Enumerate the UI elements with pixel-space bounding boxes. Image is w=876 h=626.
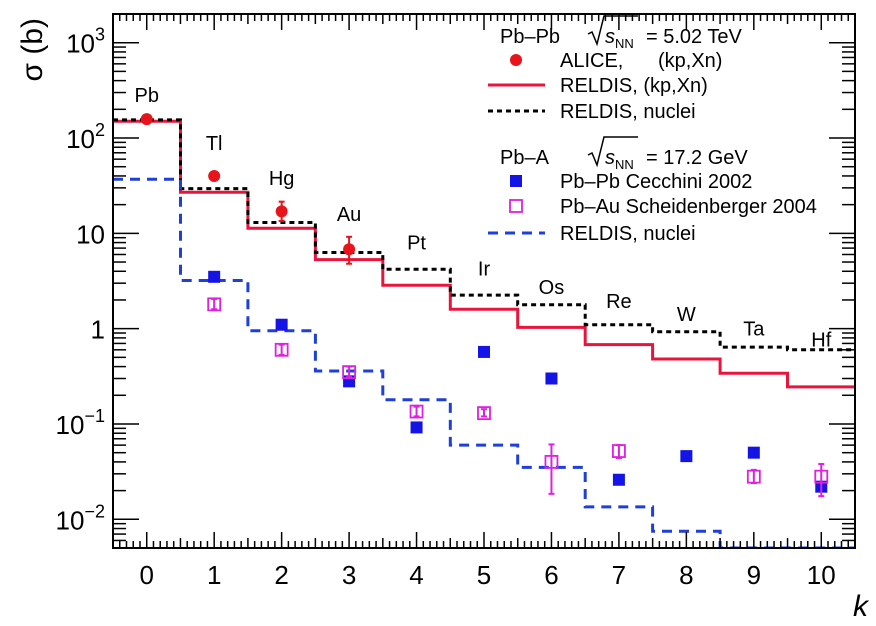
y-tick-label: 1 xyxy=(91,315,105,345)
legend-header-pbpb-energy: = 5.02 TeV xyxy=(646,26,742,48)
legend-header-pbpb-sqrt-s: sNN xyxy=(605,26,634,51)
legend-marker-cecchini xyxy=(510,175,522,187)
data-point-scheidenberger-5 xyxy=(544,455,559,469)
legend-header-pbpb-sqrt-icon xyxy=(587,15,638,47)
legend-header-pba-sqrt-s: sNN xyxy=(605,147,634,172)
element-label-Hg: Hg xyxy=(269,168,295,190)
y-tick-label-exponent: −2 xyxy=(84,501,105,521)
element-labels: Pb Tl Hg Au Pt Ir Os Re W Ta Hf xyxy=(134,85,831,352)
x-tick-label: 1 xyxy=(207,560,221,590)
legend-marker-scheidenberger xyxy=(509,199,523,213)
legend-header-pba-sqrt-icon xyxy=(587,136,638,168)
series-line-reldis_nuclei_pba xyxy=(113,177,855,548)
legend-marker-alice xyxy=(510,54,522,66)
y-tick-label-base: 10 xyxy=(56,410,85,440)
x-axis-label: k xyxy=(853,590,870,623)
legend-label-cecchini: Pb–Pb Cecchini 2002 xyxy=(560,171,752,193)
x-tick-label: 3 xyxy=(342,560,356,590)
x-tick-label: 0 xyxy=(139,560,153,590)
data-point-cecchini-4 xyxy=(478,345,490,358)
x-tick-label: 6 xyxy=(544,560,558,590)
legend-header-pba-energy: = 17.2 GeV xyxy=(646,147,748,169)
plot-area xyxy=(113,113,855,548)
data-point-cecchini-5 xyxy=(545,372,558,385)
y-tick-label-base: 1 xyxy=(91,315,105,345)
legend-header-pba-s: s xyxy=(605,147,615,169)
x-tick-label: 4 xyxy=(409,560,423,590)
x-tick-label: 8 xyxy=(679,560,693,590)
legend-label-scheidenberger: Pb–Au Scheidenberger 2004 xyxy=(560,196,817,218)
x-tick-label: 10 xyxy=(807,560,836,590)
legend-header-pba-system: Pb–A xyxy=(500,147,550,169)
y-tick-label-base: 10 xyxy=(56,505,85,535)
legend-label-reldis_nuclei_pbpb: RELDIS, nuclei xyxy=(560,101,696,123)
legend-header-pbpb-system: Pb–Pb xyxy=(500,26,560,48)
y-tick-label: 102 xyxy=(66,120,105,154)
y-axis-label: σ (b) xyxy=(16,18,49,82)
legend-label-alice: ALICE, xyxy=(560,50,623,72)
data-point-scheidenberger-6 xyxy=(612,444,626,458)
x-tick-label: 9 xyxy=(747,560,761,590)
y-tick-label-exponent: 3 xyxy=(95,25,105,45)
y-tick-label-exponent: 2 xyxy=(95,120,105,140)
legend-label-extra-alice: (kp,Xn) xyxy=(658,50,722,72)
data-point-alice-0 xyxy=(140,113,153,126)
plot-inner xyxy=(113,113,855,548)
data-point-cecchini-1 xyxy=(275,318,288,331)
legend-label-reldis_kp: RELDIS, (kp,Xn) xyxy=(560,75,708,97)
data-point-alice-1 xyxy=(208,169,221,182)
data-point-cecchini-8 xyxy=(747,446,760,459)
element-label-W: W xyxy=(677,304,696,326)
element-label-Pb: Pb xyxy=(134,85,158,107)
element-label-Hf: Hf xyxy=(811,329,831,351)
data-point-cecchini-6 xyxy=(612,473,625,486)
y-tick-label-exponent: −1 xyxy=(84,406,105,426)
y-tick-label-base: 10 xyxy=(66,29,95,59)
data-point-cecchini-7 xyxy=(680,450,693,463)
y-tick-label-base: 10 xyxy=(66,124,95,154)
data-point-scheidenberger-3 xyxy=(409,404,424,419)
element-label-Tl: Tl xyxy=(206,133,223,155)
data-point-alice-3 xyxy=(343,243,356,256)
element-label-Au: Au xyxy=(337,204,361,226)
data-point-scheidenberger-0 xyxy=(207,297,222,312)
element-label-Os: Os xyxy=(539,277,565,299)
data-point-scheidenberger-8 xyxy=(814,469,829,484)
data-point-scheidenberger-1 xyxy=(274,342,289,357)
legend-header-pbpb-s: s xyxy=(605,26,615,48)
legend-header-pbpb-nn: NN xyxy=(615,36,634,51)
x-tick-label: 5 xyxy=(477,560,491,590)
data-point-cecchini-3 xyxy=(410,421,423,434)
data-point-scheidenberger-4 xyxy=(477,406,491,421)
data-point-scheidenberger-7 xyxy=(746,469,761,484)
x-tick-label: 2 xyxy=(274,560,288,590)
element-label-Ta: Ta xyxy=(743,318,765,340)
y-tick-label: 103 xyxy=(66,25,105,59)
y-tick-label-base: 10 xyxy=(76,219,105,249)
legend-label-reldis_nuclei_pba: RELDIS, nuclei xyxy=(560,223,696,245)
data-point-cecchini-0 xyxy=(208,270,221,283)
legend-header-pba-nn: NN xyxy=(615,157,634,172)
element-label-Ir: Ir xyxy=(478,259,491,281)
data-point-alice-2 xyxy=(275,205,288,218)
element-label-Re: Re xyxy=(606,291,632,313)
series-line-reldis_nuclei_pbpb xyxy=(113,118,855,352)
y-tick-label: 10 xyxy=(76,219,105,249)
element-label-Pt: Pt xyxy=(407,232,426,254)
y-tick-label: 10−1 xyxy=(56,406,105,440)
x-tick-label: 7 xyxy=(612,560,626,590)
y-tick-label: 10−2 xyxy=(56,501,105,535)
data-point-scheidenberger-2 xyxy=(342,365,356,380)
